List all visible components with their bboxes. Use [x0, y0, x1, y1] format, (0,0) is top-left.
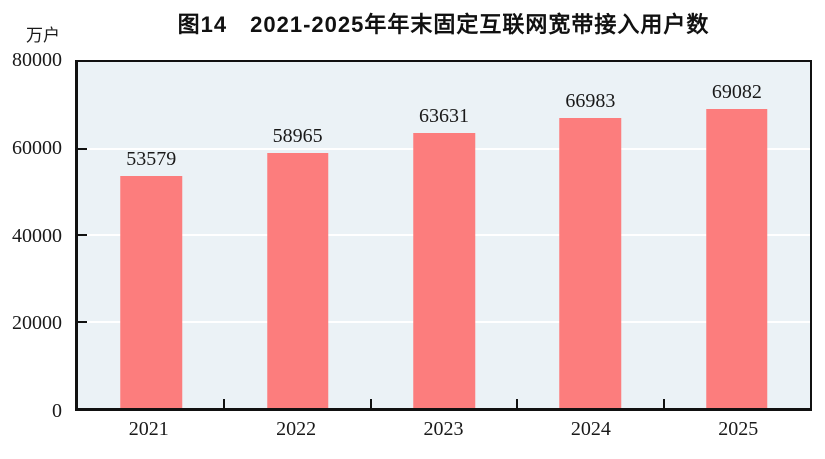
x-axis-tick-mark [662, 399, 665, 408]
y-axis-tick-label: 40000 [12, 224, 62, 247]
y-axis-tick-label: 0 [52, 400, 62, 422]
y-axis-unit-label: 万户 [26, 26, 60, 45]
x-axis-tick-mark [369, 399, 372, 408]
y-axis-tick-label: 60000 [12, 136, 62, 159]
bar-group-2023: 63631 [371, 62, 517, 408]
bar-value-label: 58965 [272, 124, 323, 147]
y-axis-tick-label: 80000 [12, 49, 62, 71]
bar-2021 [120, 176, 182, 408]
bar-value-label: 69082 [711, 81, 762, 104]
bar-value-label: 53579 [126, 148, 177, 171]
x-axis-tick-label: 2022 [276, 418, 317, 440]
plot-area: 53579 58965 63631 66983 69082 [75, 60, 812, 411]
bar-value-label: 63631 [419, 104, 470, 127]
bars-layer: 53579 58965 63631 66983 69082 [78, 62, 810, 408]
x-axis-tick-label: 2025 [718, 418, 759, 440]
x-axis: 2021 2022 2023 2024 2025 [75, 419, 812, 449]
x-axis-tick-label: 2021 [128, 418, 169, 440]
bar-2024 [559, 118, 622, 408]
bar-group-2022: 58965 [224, 62, 370, 408]
y-axis-tick-mark [78, 234, 87, 236]
x-axis-tick-mark [516, 399, 519, 408]
bar-2022 [266, 152, 329, 408]
bar-group-2021: 53579 [78, 62, 224, 408]
bar-group-2025: 69082 [664, 62, 810, 408]
y-axis-tick-mark [78, 320, 87, 323]
bar-2025 [706, 109, 768, 408]
x-axis-tick-label: 2024 [570, 418, 611, 440]
bar-value-label: 66983 [565, 90, 616, 113]
bar-2023 [413, 132, 475, 408]
y-axis-tick-label: 20000 [12, 312, 62, 335]
x-axis-tick-label: 2023 [423, 418, 464, 440]
y-axis: 0 20000 40000 60000 80000 [0, 50, 62, 421]
chart-title: 图14 2021-2025年年末固定互联网宽带接入用户数 [177, 12, 710, 37]
bar-group-2024: 66983 [517, 62, 663, 408]
y-axis-tick-mark [78, 147, 87, 150]
x-axis-tick-mark [223, 399, 226, 408]
